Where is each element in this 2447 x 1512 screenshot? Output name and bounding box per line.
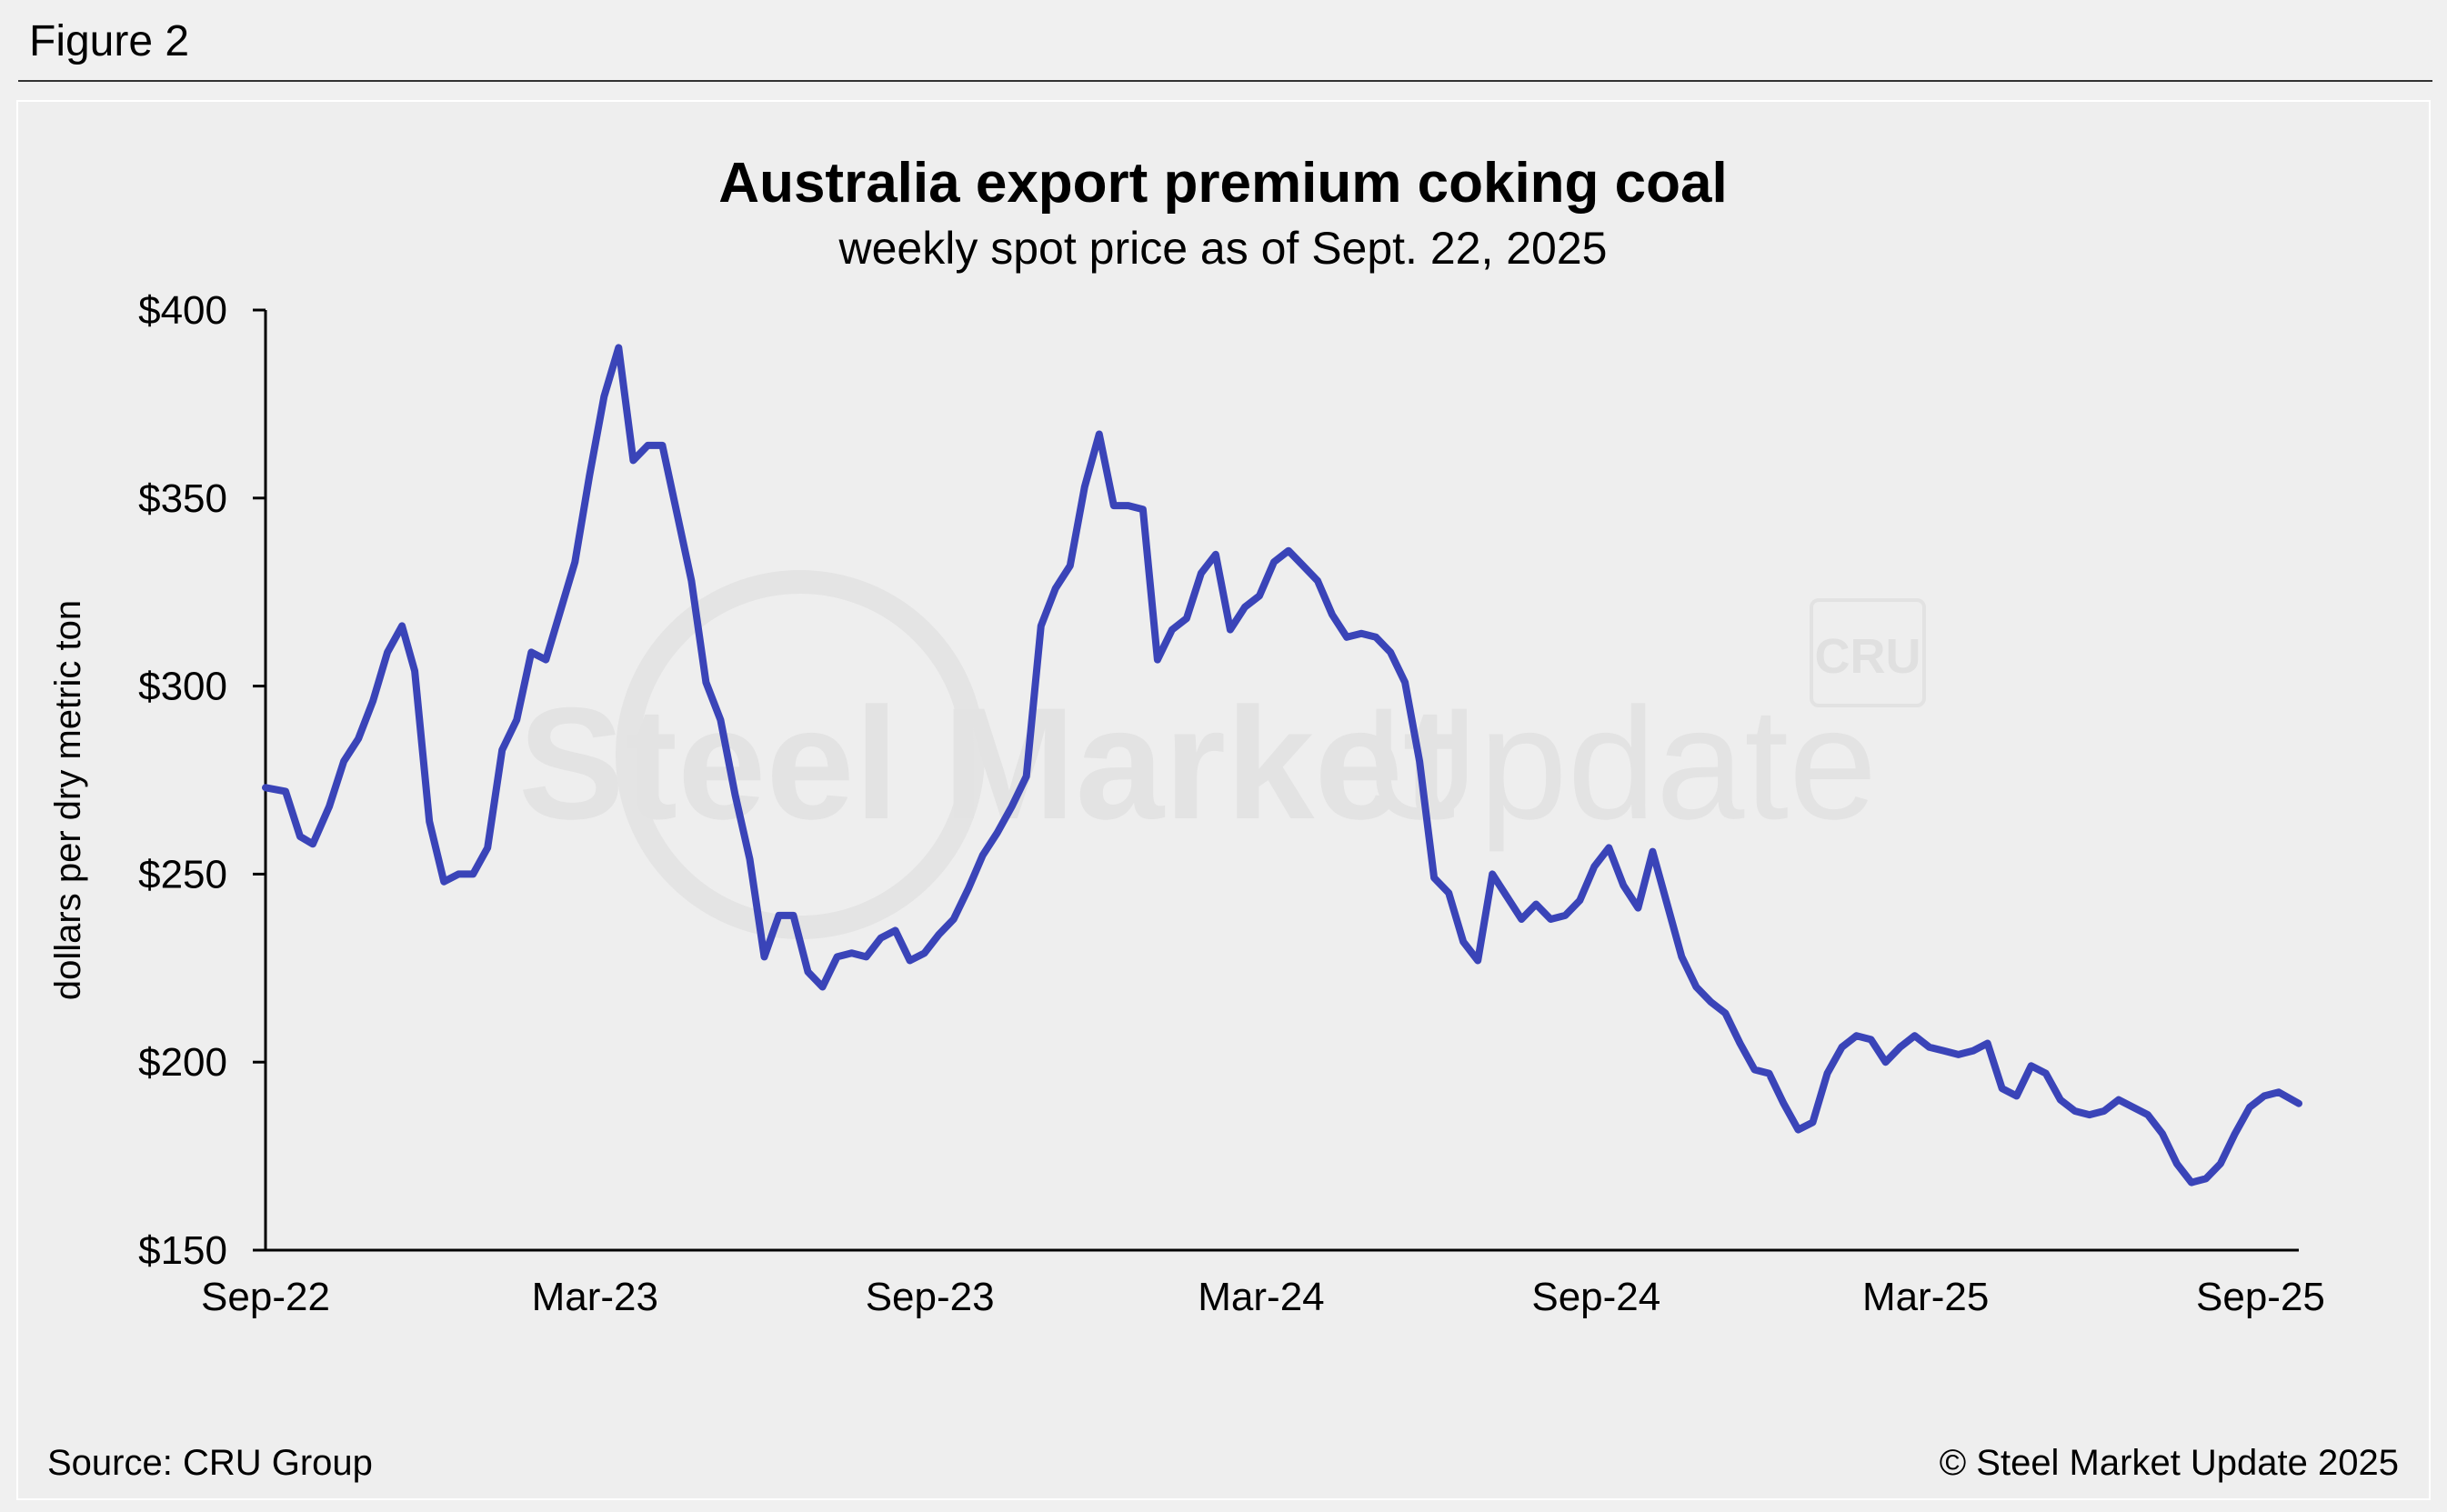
x-tick-label: Sep-22	[201, 1275, 330, 1319]
x-tick-label: Sep-23	[866, 1275, 995, 1319]
figure-label: Figure 2	[29, 17, 190, 65]
watermark: Steel Market Update CRU	[518, 570, 1926, 939]
watermark-badge-text: CRU	[1815, 629, 1921, 684]
series-line	[262, 344, 2302, 1187]
x-tick-label: Mar-25	[1862, 1275, 1989, 1319]
y-axis-ticks: $400 $350 $300 $250 $200 $150	[138, 288, 266, 1273]
y-axis-label: dollars per dry metric ton	[48, 600, 88, 1000]
x-tick-label: Mar-23	[532, 1275, 658, 1319]
source-note: Source: CRU Group	[47, 1443, 373, 1483]
y-tick-label: $250	[138, 852, 227, 896]
chart-panel	[16, 100, 2431, 1500]
y-tick-label: $300	[138, 665, 227, 709]
header-rule	[18, 80, 2432, 82]
y-tick-label: $150	[138, 1228, 227, 1273]
x-axis-ticks: Sep-22 Mar-23 Sep-23 Mar-24 Sep-24 Mar-25 Sep-…	[201, 1275, 2325, 1319]
series-group	[262, 344, 2302, 1187]
x-tick-label: Sep-24	[1531, 1275, 1660, 1319]
y-tick-label: $200	[138, 1040, 227, 1085]
watermark-bold-text: Steel Market	[518, 676, 1456, 853]
copyright-note: © Steel Market Update 2025	[1940, 1443, 2399, 1483]
axes	[264, 310, 2299, 1252]
watermark-light-text: Update	[1364, 676, 1877, 853]
x-tick-label: Sep-25	[2196, 1275, 2325, 1319]
watermark-badge	[1810, 598, 1926, 707]
y-tick-label: $400	[138, 288, 227, 333]
chart-title: Australia export premium coking coal	[718, 152, 1727, 215]
x-tick-label: Mar-24	[1198, 1275, 1324, 1319]
y-tick-label: $350	[138, 476, 227, 521]
chart-subtitle: weekly spot price as of Sept. 22, 2025	[838, 223, 1608, 274]
